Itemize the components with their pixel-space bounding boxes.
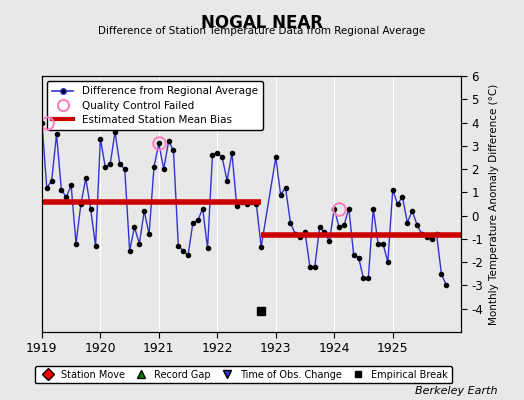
Text: Difference of Station Temperature Data from Regional Average: Difference of Station Temperature Data f… [99,26,425,36]
Text: NOGAL NEAR: NOGAL NEAR [201,14,323,32]
Text: Berkeley Earth: Berkeley Earth [416,386,498,396]
Y-axis label: Monthly Temperature Anomaly Difference (°C): Monthly Temperature Anomaly Difference (… [489,83,499,325]
Legend: Station Move, Record Gap, Time of Obs. Change, Empirical Break: Station Move, Record Gap, Time of Obs. C… [35,366,452,384]
